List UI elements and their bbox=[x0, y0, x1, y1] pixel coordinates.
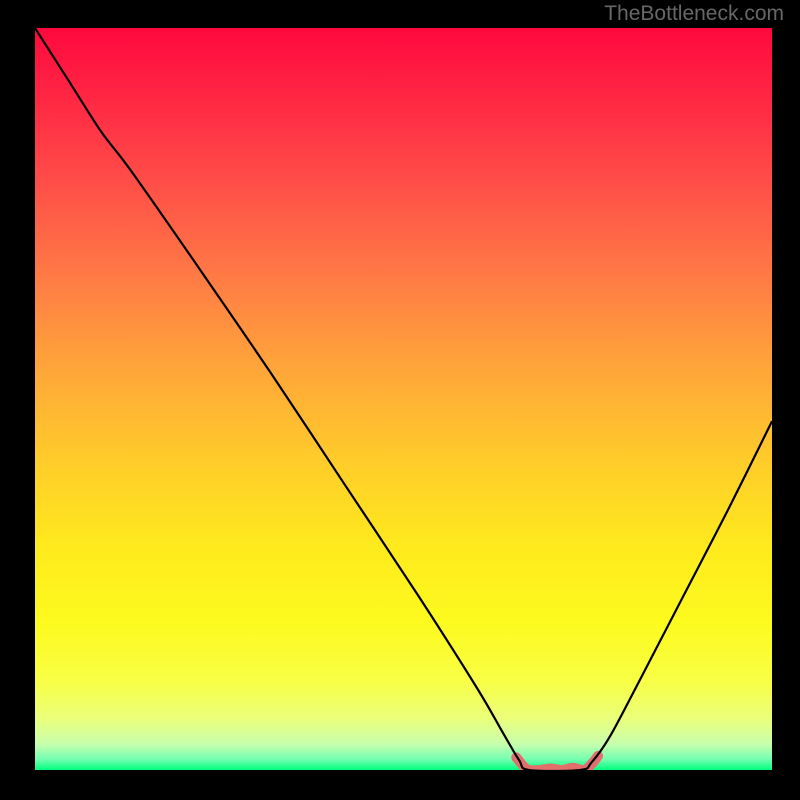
plot-area bbox=[35, 28, 772, 770]
bottleneck-curve bbox=[35, 28, 772, 770]
highlight-segment bbox=[516, 756, 598, 770]
watermark-text: TheBottleneck.com bbox=[604, 2, 784, 26]
curve-overlay bbox=[35, 28, 772, 770]
chart-container: TheBottleneck.com bbox=[0, 0, 800, 800]
